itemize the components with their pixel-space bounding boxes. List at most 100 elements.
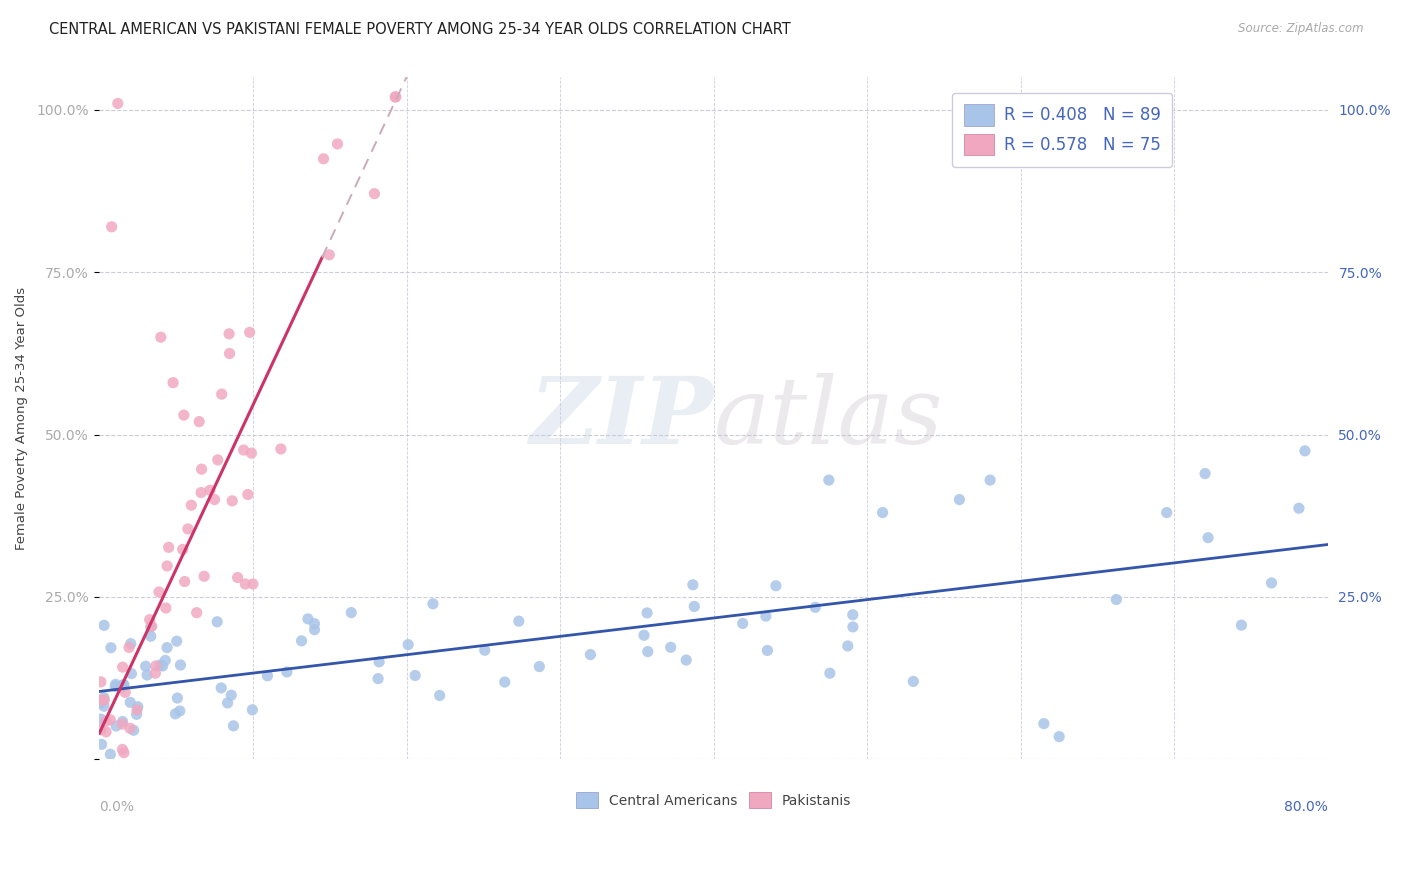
Point [96, 765, 118, 780]
Point [100, 219, 122, 234]
Point [120, 637, 142, 651]
Point [139, 620, 162, 634]
Point [149, 330, 172, 344]
Point [312, 152, 335, 166]
Point [731, 616, 754, 631]
Point [239, 326, 262, 340]
Point [90, 697, 112, 711]
Point [93, 618, 115, 632]
Point [494, 675, 516, 690]
Point [120, 666, 142, 681]
Point [115, 781, 138, 796]
Point [155, 601, 177, 615]
Point [979, 473, 1001, 487]
Point [125, 703, 148, 717]
Point [156, 640, 179, 655]
Point [367, 672, 389, 686]
Point [340, 606, 363, 620]
Point [156, 558, 179, 573]
Point [683, 599, 706, 614]
Point [818, 473, 841, 487]
Point [165, 706, 187, 721]
Point [173, 574, 195, 589]
Point [125, 707, 148, 722]
Point [97, 764, 120, 779]
Point [138, 613, 160, 627]
Point [508, 614, 530, 628]
Point [637, 644, 659, 658]
Text: 0.0%: 0.0% [100, 800, 135, 814]
Point [169, 658, 191, 673]
Point [236, 487, 259, 501]
Point [217, 696, 239, 710]
Point [149, 658, 172, 673]
Point [111, 717, 134, 731]
Point [186, 606, 208, 620]
Point [93, 693, 115, 707]
Point [233, 577, 256, 591]
Text: CENTRAL AMERICAN VS PAKISTANI FEMALE POVERTY AMONG 25-34 YEAR OLDS CORRELATION C: CENTRAL AMERICAN VS PAKISTANI FEMALE POV… [49, 22, 792, 37]
Point [318, 248, 340, 262]
Point [98, 747, 121, 762]
Point [190, 462, 212, 476]
Point [112, 678, 135, 692]
Point [157, 541, 180, 555]
Point [114, 685, 136, 699]
Point [96, 761, 118, 775]
Point [385, 90, 408, 104]
Point [304, 616, 326, 631]
Point [90, 803, 112, 817]
Point [198, 483, 221, 498]
Point [756, 643, 779, 657]
Point [579, 648, 602, 662]
Point [1047, 730, 1070, 744]
Point [111, 714, 134, 729]
Point [90, 776, 112, 790]
Point [221, 493, 243, 508]
Point [107, 96, 129, 111]
Point [112, 746, 135, 760]
Point [172, 542, 194, 557]
Point [368, 655, 391, 669]
Point [162, 376, 184, 390]
Point [94, 772, 117, 787]
Point [256, 669, 278, 683]
Point [804, 600, 827, 615]
Point [842, 620, 865, 634]
Point [384, 90, 406, 104]
Point [118, 721, 141, 735]
Point [429, 689, 451, 703]
Legend: Central Americans, Pakistanis: Central Americans, Pakistanis [571, 787, 858, 814]
Point [100, 640, 122, 655]
Point [145, 666, 167, 681]
Point [682, 578, 704, 592]
Point [135, 659, 157, 673]
Point [180, 498, 202, 512]
Point [240, 446, 263, 460]
Text: 80.0%: 80.0% [1284, 800, 1327, 814]
Y-axis label: Female Poverty Among 25-34 Year Olds: Female Poverty Among 25-34 Year Olds [15, 287, 28, 550]
Point [112, 678, 135, 692]
Point [765, 579, 787, 593]
Point [188, 415, 211, 429]
Point [94, 785, 117, 799]
Point [675, 653, 697, 667]
Point [93, 690, 115, 705]
Point [837, 639, 859, 653]
Point [404, 668, 426, 682]
Point [96, 758, 118, 772]
Point [120, 695, 142, 709]
Point [396, 638, 419, 652]
Point [818, 666, 841, 681]
Point [100, 772, 122, 786]
Point [242, 577, 264, 591]
Point [94, 805, 117, 819]
Point [169, 704, 191, 718]
Point [111, 660, 134, 674]
Point [872, 506, 894, 520]
Point [152, 659, 174, 673]
Point [219, 688, 242, 702]
Point [218, 346, 240, 360]
Point [118, 640, 141, 655]
Point [290, 633, 312, 648]
